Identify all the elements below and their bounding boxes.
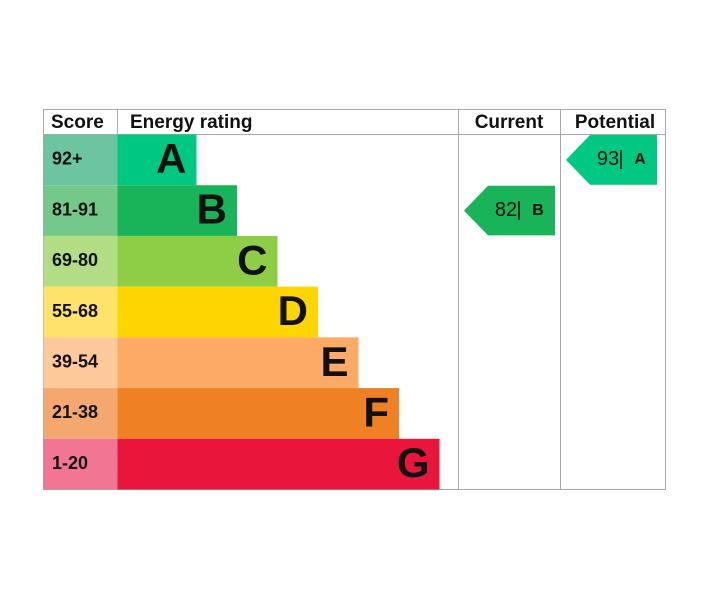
rating-letter: C [237,236,267,283]
score-cell [43,235,118,287]
score-label: 1-20 [52,453,88,473]
score-cell [43,388,118,439]
rating-letter: F [363,389,389,436]
rating-letter: B [197,186,227,233]
rating-letter: G [397,439,430,486]
potential-arrow [566,135,657,185]
rating-bar [117,235,278,287]
score-cell [43,134,118,186]
header-score: Score [51,112,104,133]
score-label: 69-80 [52,250,98,270]
rating-letter: A [156,135,186,182]
potential-score: 93 [597,148,619,170]
header-potential: Potential [575,112,655,133]
header-current: Current [475,112,544,133]
score-label: 55-68 [52,301,98,321]
current-letter: B [532,202,544,219]
rating-letter: E [320,338,348,385]
score-label: 81-91 [52,199,98,219]
score-cell [43,337,118,389]
rating-letter: D [278,287,308,334]
score-label: 92+ [52,149,83,169]
rating-bar [117,286,318,338]
potential-separator: | [618,148,623,170]
current-separator: | [516,199,521,221]
rating-bar [117,438,440,490]
rating-bar [117,337,359,389]
score-label: 21-38 [52,402,98,422]
score-cell [43,286,118,338]
score-label: 39-54 [52,351,98,371]
score-cell [43,185,118,236]
score-cell [43,438,118,490]
rating-bar [117,185,237,236]
potential-letter: A [634,151,646,168]
current-score: 82 [495,199,517,221]
header-rating: Energy rating [130,112,252,133]
current-arrow [464,185,555,236]
rating-bar [117,388,399,439]
rating-bar [117,134,197,186]
